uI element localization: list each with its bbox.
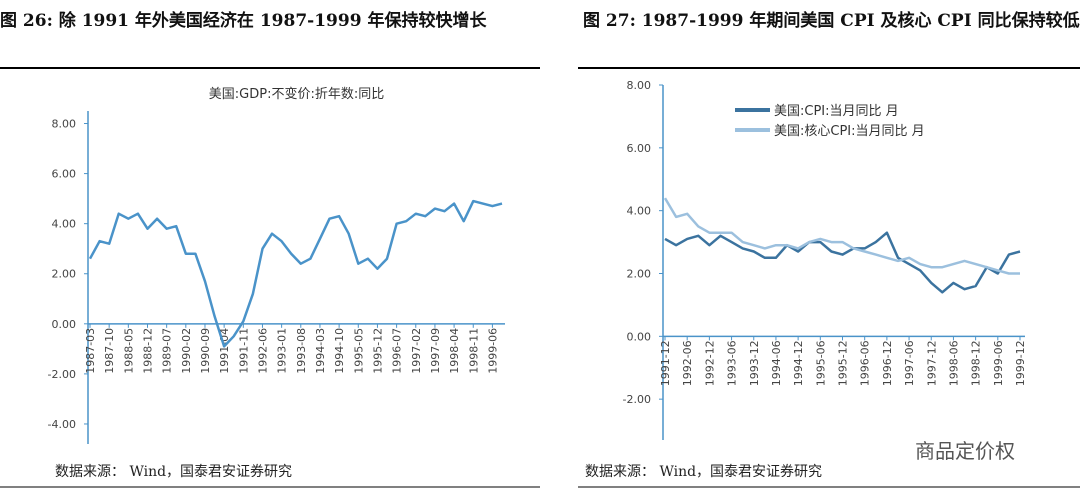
x-tick-label: 1993-06 <box>726 340 739 386</box>
y-tick-label: -2.00 <box>48 368 76 381</box>
x-tick-label: 1988-05 <box>122 328 135 374</box>
y-tick-label: -2.00 <box>623 393 651 406</box>
x-tick-label: 1992-06 <box>256 328 269 374</box>
chart-title: 图 27: 1987-1999 年期间美国 CPI 及核心 CPI 同比保持较低… <box>583 10 1080 31</box>
y-tick-label: 4.00 <box>627 205 652 218</box>
data-line <box>663 197 1020 275</box>
x-tick-label: 1995-06 <box>814 340 827 386</box>
x-tick-label: 1993-01 <box>276 328 289 374</box>
x-tick-label: 1987-10 <box>103 328 116 374</box>
x-tick-label: 1997-02 <box>410 328 423 374</box>
legend-label: 美国:GDP:不变价:折年数:同比 <box>209 86 384 102</box>
x-tick-label: 1996-07 <box>391 328 404 374</box>
chart-title: 图 26: 除 1991 年外美国经济在 1987-1999 年保持较快增长 <box>0 10 487 31</box>
y-tick-label: 8.00 <box>52 118 77 131</box>
x-tick-label: 1992-06 <box>681 340 694 386</box>
y-tick-label: 4.00 <box>52 218 77 231</box>
y-tick-label: 6.00 <box>627 142 652 155</box>
x-tick-label: 1996-06 <box>859 340 872 386</box>
x-tick-label: 1992-12 <box>703 340 716 386</box>
y-tick-label: 2.00 <box>627 267 652 280</box>
y-tick-label: 0.00 <box>52 318 77 331</box>
x-tick-label: 1998-11 <box>467 328 480 374</box>
x-tick-label: 1988-12 <box>141 328 154 374</box>
x-tick-label: 1996-12 <box>881 340 894 386</box>
x-tick-label: 1993-08 <box>295 328 308 374</box>
x-tick-label: 1995-12 <box>837 340 850 386</box>
x-tick-label: 1994-12 <box>792 340 805 386</box>
legend-label: 美国:CPI:当月同比 月 <box>774 104 899 119</box>
x-tick-label: 1999-06 <box>486 328 499 374</box>
x-tick-label: 1989-07 <box>161 328 174 374</box>
x-tick-label: 1991-11 <box>237 328 250 374</box>
x-tick-label: 1999-12 <box>1014 340 1027 386</box>
x-tick-label: 1994-10 <box>333 328 346 374</box>
y-tick-label: 2.00 <box>52 268 77 281</box>
legend-label: 美国:核心CPI:当月同比 月 <box>774 124 925 139</box>
x-tick-label: 1997-12 <box>925 340 938 386</box>
x-tick-label: 1990-02 <box>180 328 193 374</box>
x-tick-label: 1998-04 <box>448 328 461 374</box>
x-tick-label: 1991-12 <box>659 340 672 386</box>
x-tick-label: 1998-12 <box>970 340 983 386</box>
x-tick-label: 1990-09 <box>199 328 212 374</box>
y-tick-label: -4.00 <box>48 418 76 431</box>
source: 数据来源： Wind，国泰君安证券研究 <box>585 464 822 480</box>
data-line <box>88 199 503 348</box>
x-tick-label: 1997-06 <box>903 340 916 386</box>
watermark: 商品定价权 <box>915 439 1015 463</box>
y-tick-label: 0.00 <box>627 330 652 343</box>
data-line <box>664 231 1021 294</box>
x-tick-label: 1987-03 <box>84 328 97 374</box>
x-tick-label: 1994-03 <box>314 328 327 374</box>
x-tick-label: 1993-12 <box>748 340 761 386</box>
x-tick-label: 1994-06 <box>770 340 783 386</box>
y-tick-label: 8.00 <box>627 79 652 92</box>
x-tick-label: 1999-06 <box>992 340 1005 386</box>
x-tick-label: 1997-09 <box>429 328 442 374</box>
x-tick-label: 1995-05 <box>352 328 365 374</box>
x-tick-label: 1995-12 <box>371 328 384 374</box>
x-tick-label: 1998-06 <box>947 340 960 386</box>
source: 数据来源： Wind，国泰君安证券研究 <box>55 464 292 480</box>
y-tick-label: 6.00 <box>52 168 77 181</box>
